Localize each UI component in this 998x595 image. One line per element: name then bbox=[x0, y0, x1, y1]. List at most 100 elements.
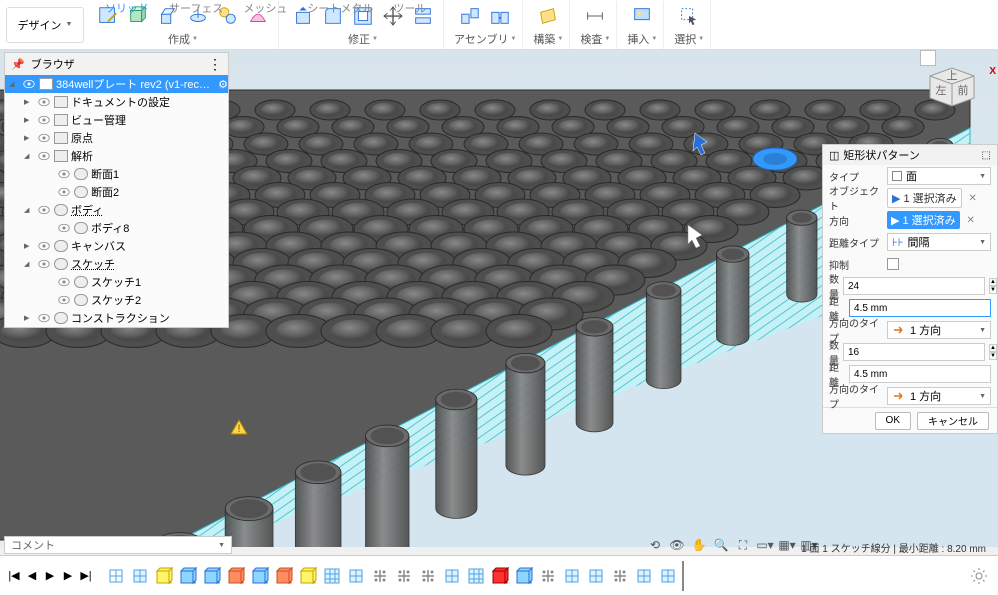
timeline-feature[interactable] bbox=[440, 564, 464, 588]
dir-type2-select[interactable]: 1 方向 bbox=[887, 387, 991, 405]
browser-header[interactable]: 📌 ブラウザ ⋮ bbox=[5, 53, 228, 75]
browser-row[interactable]: ◢スケッチ bbox=[5, 255, 228, 273]
pattern-icon: ◫ bbox=[829, 149, 839, 162]
qty1-input[interactable] bbox=[843, 277, 985, 295]
timeline-feature[interactable] bbox=[560, 564, 584, 588]
objects-label: オブジェクト bbox=[829, 183, 883, 213]
tab-sheet[interactable]: シートメタル bbox=[307, 0, 373, 16]
plane-icon[interactable] bbox=[534, 2, 562, 30]
timeline-feature[interactable] bbox=[200, 564, 224, 588]
direction-chip[interactable]: ▶1 選択済み bbox=[887, 211, 960, 229]
browser-row[interactable]: スケッチ1 bbox=[5, 273, 228, 291]
direction-clear[interactable]: ✕ bbox=[964, 213, 978, 227]
panel-title: 矩形状パターン bbox=[843, 147, 919, 163]
grid-icon[interactable]: ▦▾ bbox=[778, 536, 796, 554]
measure-icon[interactable] bbox=[581, 2, 609, 30]
svg-text:前: 前 bbox=[958, 83, 969, 97]
orbit-icon[interactable]: ⟲ bbox=[646, 536, 664, 554]
panel-header[interactable]: ◫ 矩形状パターン ⬚ bbox=[823, 145, 997, 165]
qty2-up[interactable]: ▲ bbox=[989, 344, 997, 352]
dir-type2-label: 方向のタイプ bbox=[829, 381, 883, 411]
timeline-feature[interactable] bbox=[392, 564, 416, 588]
tab-tool[interactable]: ツール bbox=[393, 0, 426, 16]
direction-label: 方向 bbox=[829, 213, 883, 228]
browser-root[interactable]: ◢ 384wellプレート rev2 (v1-recov… ⚙ bbox=[5, 75, 228, 93]
browser-row[interactable]: ▶ビュー管理 bbox=[5, 111, 228, 129]
browser-row[interactable]: ボディ8 bbox=[5, 219, 228, 237]
suppress-label: 抑制 bbox=[829, 257, 883, 272]
browser-row[interactable]: ▶キャンバス bbox=[5, 237, 228, 255]
comment-bar[interactable]: コメント bbox=[4, 536, 232, 554]
fit-icon[interactable]: ⛶ bbox=[734, 536, 752, 554]
timeline-next[interactable]: ▶ bbox=[60, 569, 76, 582]
browser-row[interactable]: ▶コンストラクション bbox=[5, 309, 228, 327]
timeline-feature[interactable] bbox=[128, 564, 152, 588]
timeline-feature[interactable] bbox=[104, 564, 128, 588]
timeline-feature[interactable] bbox=[464, 564, 488, 588]
timeline-feature[interactable] bbox=[320, 564, 344, 588]
timeline-marker[interactable] bbox=[682, 561, 684, 591]
suppress-checkbox[interactable] bbox=[887, 258, 899, 270]
timeline-end[interactable]: ▶| bbox=[78, 569, 94, 582]
timeline-feature[interactable] bbox=[488, 564, 512, 588]
objects-clear[interactable]: ✕ bbox=[966, 191, 980, 205]
timeline-feature[interactable] bbox=[224, 564, 248, 588]
browser-row[interactable]: ◢ボディ bbox=[5, 201, 228, 219]
tab-surface[interactable]: サーフェス bbox=[169, 0, 223, 16]
browser-options-icon[interactable]: ⋮ bbox=[208, 56, 222, 73]
pan-icon[interactable]: ✋ bbox=[690, 536, 708, 554]
timeline-feature[interactable] bbox=[368, 564, 392, 588]
display-icon[interactable]: ▭▾ bbox=[756, 536, 774, 554]
browser-row[interactable]: ▶原点 bbox=[5, 129, 228, 147]
browser-row[interactable]: ▶ドキュメントの設定 bbox=[5, 93, 228, 111]
browser-row[interactable]: 断面1 bbox=[5, 165, 228, 183]
inspect-label: 検査 bbox=[580, 31, 602, 47]
timeline-feature[interactable] bbox=[176, 564, 200, 588]
timeline-play[interactable]: ▶ bbox=[42, 569, 58, 582]
timeline-feature[interactable] bbox=[512, 564, 536, 588]
cancel-button[interactable]: キャンセル bbox=[917, 412, 989, 430]
look-icon[interactable]: 👁 bbox=[668, 536, 686, 554]
qty2-down[interactable]: ▼ bbox=[989, 352, 997, 360]
dist-type-select[interactable]: ⊦⊦間隔 bbox=[887, 233, 991, 251]
browser-row[interactable]: 断面2 bbox=[5, 183, 228, 201]
timeline-feature[interactable] bbox=[584, 564, 608, 588]
design-workspace-button[interactable]: デザイン bbox=[6, 7, 84, 43]
qty2-input[interactable] bbox=[843, 343, 985, 361]
settings-icon[interactable] bbox=[970, 567, 988, 585]
browser-row[interactable]: ◢解析 bbox=[5, 147, 228, 165]
timeline-prev[interactable]: ◀ bbox=[24, 569, 40, 582]
tab-mesh[interactable]: メッシュ bbox=[243, 0, 287, 16]
timeline-start[interactable]: |◀ bbox=[6, 569, 22, 582]
timeline-feature[interactable] bbox=[632, 564, 656, 588]
timeline-feature[interactable] bbox=[344, 564, 368, 588]
timeline-feature[interactable] bbox=[272, 564, 296, 588]
joint2-icon[interactable] bbox=[486, 2, 514, 30]
objects-chip[interactable]: ▶1 選択済み bbox=[887, 188, 962, 208]
warning-icon[interactable]: ! bbox=[230, 419, 248, 438]
inspect-group: 検査 bbox=[574, 1, 617, 49]
ok-button[interactable]: OK bbox=[875, 412, 911, 430]
type-select[interactable]: 面 bbox=[887, 167, 991, 185]
insert-icon[interactable] bbox=[628, 2, 656, 30]
timeline-feature[interactable] bbox=[536, 564, 560, 588]
browser-row[interactable]: スケッチ2 bbox=[5, 291, 228, 309]
timeline-feature[interactable] bbox=[248, 564, 272, 588]
timeline-feature[interactable] bbox=[608, 564, 632, 588]
tab-solid[interactable]: ソリッド bbox=[105, 0, 149, 16]
timeline-feature[interactable] bbox=[416, 564, 440, 588]
timeline-feature[interactable] bbox=[152, 564, 176, 588]
timeline-feature[interactable] bbox=[656, 564, 680, 588]
joint-icon[interactable] bbox=[456, 2, 484, 30]
svg-text:!: ! bbox=[237, 423, 240, 435]
qty1-up[interactable]: ▲ bbox=[989, 278, 997, 286]
pin-icon[interactable]: 📌 bbox=[11, 58, 25, 71]
dir-type1-select[interactable]: 1 方向 bbox=[887, 321, 991, 339]
timeline-feature[interactable] bbox=[296, 564, 320, 588]
view-cube[interactable]: X 上 左 前 bbox=[920, 50, 992, 122]
timeline: |◀ ◀ ▶ ▶ ▶| bbox=[0, 555, 998, 595]
panel-pin-icon[interactable]: ⬚ bbox=[982, 150, 991, 161]
select-icon[interactable] bbox=[675, 2, 703, 30]
zoom-icon[interactable]: 🔍 bbox=[712, 536, 730, 554]
qty1-down[interactable]: ▼ bbox=[989, 286, 997, 294]
